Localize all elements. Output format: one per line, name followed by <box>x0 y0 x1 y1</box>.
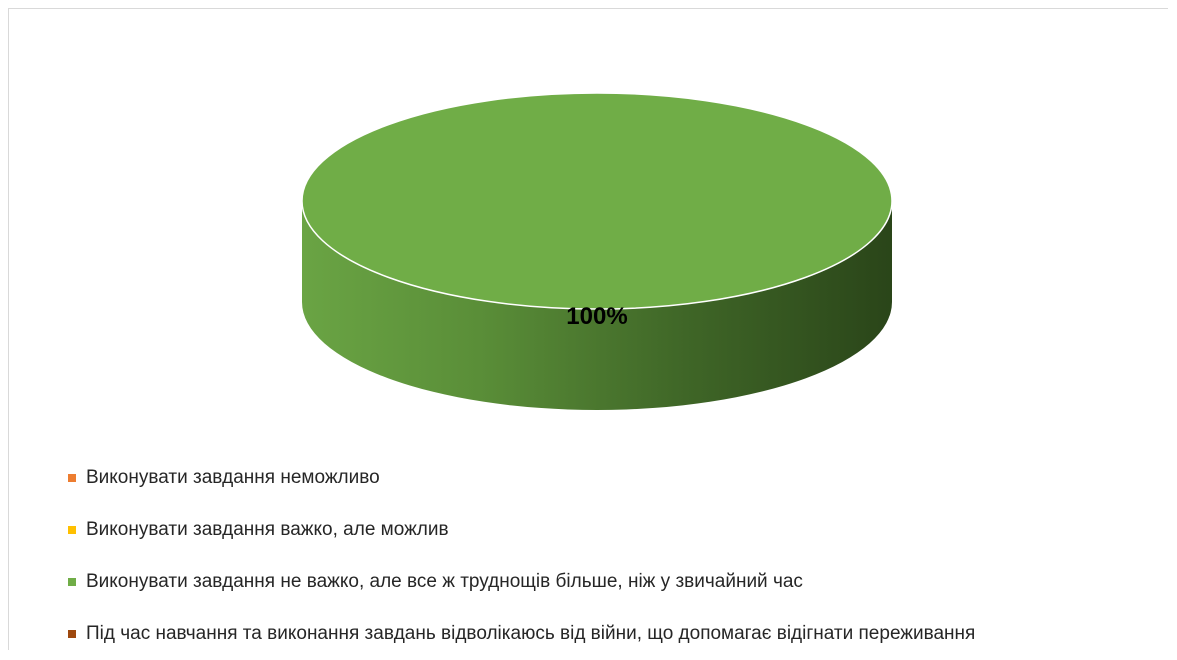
legend-label: Виконувати завдання важко, але можлив <box>86 519 449 540</box>
legend-label: Виконувати завдання не важко, але все ж … <box>86 571 803 592</box>
data-label: 100% <box>566 303 627 330</box>
legend-item: Під час навчання та виконання завдань ві… <box>68 608 975 660</box>
legend-swatch-icon <box>68 526 76 534</box>
legend-label: Під час навчання та виконання завдань ві… <box>86 623 976 644</box>
chart-frame <box>8 8 1168 650</box>
legend-label: Виконувати завдання неможливо <box>86 467 380 488</box>
pie-slice <box>301 92 893 310</box>
legend-item: Виконувати завдання важко, але можлив <box>68 504 975 556</box>
chart-legend: Виконувати завдання неможливо Виконувати … <box>68 452 975 660</box>
legend-swatch-icon <box>68 474 76 482</box>
legend-item: Виконувати завдання неможливо <box>68 452 975 504</box>
legend-item: Виконувати завдання не важко, але все ж … <box>68 556 975 608</box>
legend-swatch-icon <box>68 630 76 638</box>
pie-slice-side <box>302 201 892 410</box>
legend-swatch-icon <box>68 578 76 586</box>
